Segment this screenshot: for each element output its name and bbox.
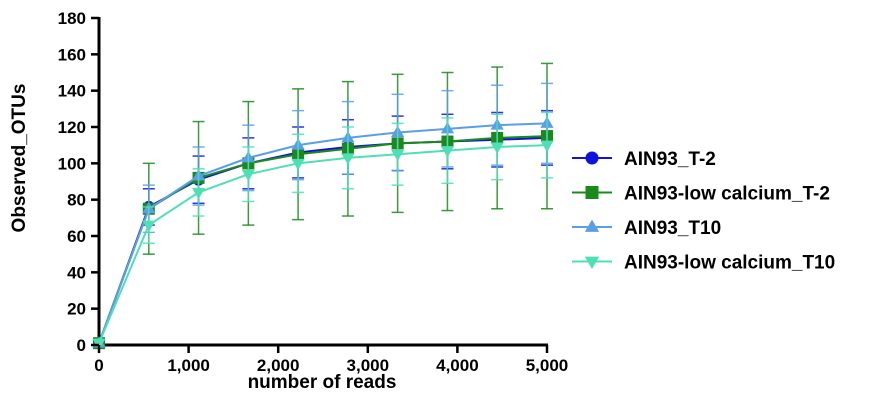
data-point xyxy=(142,220,156,232)
data-point xyxy=(241,169,255,182)
data-point xyxy=(191,187,206,200)
legend-swatch-marker xyxy=(584,256,600,269)
series-line xyxy=(98,122,548,344)
x-tick-label: 3,000 xyxy=(347,356,390,375)
series-2 xyxy=(93,62,553,350)
y-tick-label: 60 xyxy=(67,227,86,246)
data-point xyxy=(291,158,305,171)
series-4 xyxy=(92,111,554,351)
legend-swatch-marker xyxy=(585,151,599,165)
legend: AIN93_T-2 AIN93-low calcium_T-2 AIN93_T10 A… xyxy=(572,149,835,274)
legend-label: AIN93_T10 xyxy=(624,218,721,239)
y-tick-label: 180 xyxy=(58,9,86,28)
data-point xyxy=(440,146,455,158)
legend-item-1: AIN93_T-2 xyxy=(572,149,716,170)
y-axis-title: Observed_OTUs xyxy=(9,84,30,233)
legend-item-3: AIN93_T10 xyxy=(572,218,721,239)
legend-label: AIN93-low calcium_T-2 xyxy=(624,184,830,205)
x-tick-label: 5,000 xyxy=(526,356,569,375)
y-tick-label: 160 xyxy=(58,45,86,64)
series-line xyxy=(98,144,548,344)
legend-label: AIN93-low calcium_T10 xyxy=(624,253,835,274)
y-tick-label: 80 xyxy=(67,191,86,210)
ticks: 0 20 40 60 80 100 120 140 160 180 0 1,000 2,000 3,000… xyxy=(58,9,569,375)
data-point xyxy=(540,140,554,153)
legend-swatch-marker xyxy=(584,219,600,232)
legend-item-4: AIN93-low calcium_T10 xyxy=(572,253,835,274)
x-axis-title: number of reads xyxy=(248,372,397,393)
y-tick-label: 0 xyxy=(77,336,86,355)
series-1 xyxy=(93,109,553,350)
x-tick-label: 4,000 xyxy=(436,356,479,375)
data-point xyxy=(490,142,504,154)
data-point xyxy=(391,149,405,162)
data-point xyxy=(341,153,355,165)
axes xyxy=(97,17,548,347)
legend-swatch-marker xyxy=(585,186,599,199)
y-tick-label: 120 xyxy=(58,118,86,137)
series-layer xyxy=(92,62,554,351)
y-tick-label: 100 xyxy=(58,154,86,173)
legend-item-2: AIN93-low calcium_T-2 xyxy=(572,184,830,205)
series-line xyxy=(98,135,548,344)
y-tick-label: 40 xyxy=(67,263,86,282)
y-tick-label: 140 xyxy=(58,82,86,101)
legend-label: AIN93_T-2 xyxy=(624,149,716,170)
x-tick-label: 0 xyxy=(94,356,103,375)
series-line xyxy=(98,136,548,344)
x-tick-label: 2,000 xyxy=(257,356,300,375)
y-tick-label: 20 xyxy=(67,300,86,319)
x-tick-label: 1,000 xyxy=(167,356,210,375)
